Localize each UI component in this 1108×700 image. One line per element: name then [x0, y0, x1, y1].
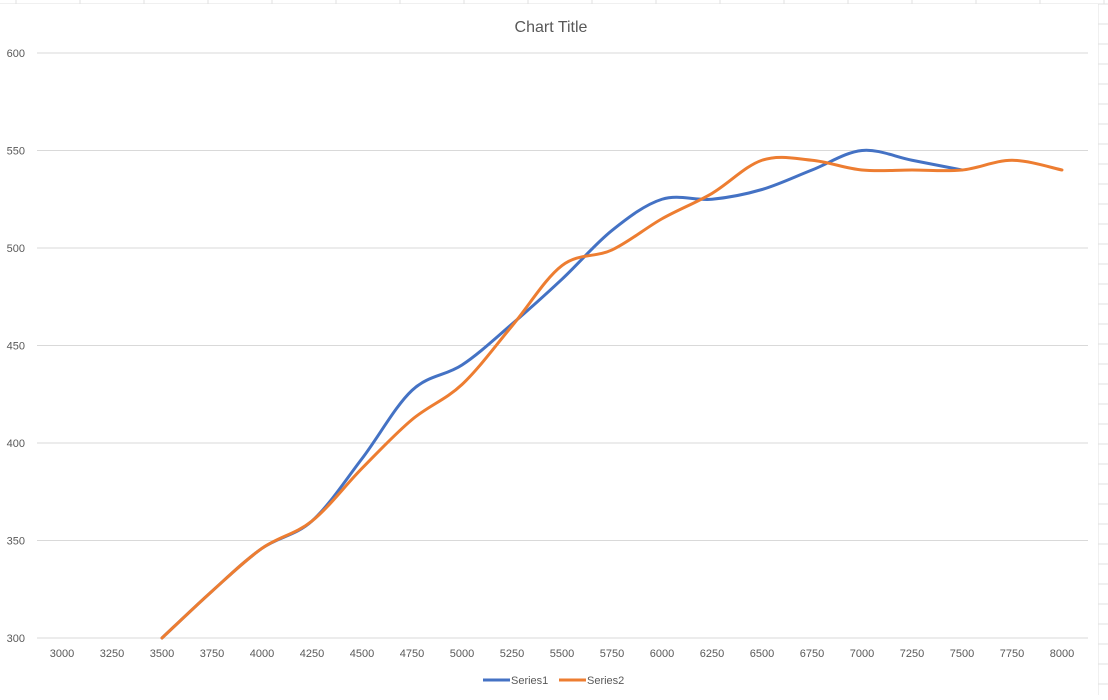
series-lines[interactable]	[160, 148, 1064, 640]
chart-title[interactable]: Chart Title	[515, 19, 588, 36]
y-tick-label: 600	[7, 48, 25, 60]
y-tick-label: 300	[7, 633, 25, 645]
x-tick-label: 3250	[100, 648, 124, 660]
legend[interactable]: Series1 Series2	[483, 675, 624, 687]
y-gridlines	[37, 52, 1088, 639]
x-tick-label: 4500	[350, 648, 374, 660]
x-tick-label: 3750	[200, 648, 224, 660]
x-tick-label: 7500	[950, 648, 974, 660]
x-tick-label: 6750	[800, 648, 824, 660]
y-tick-label: 450	[7, 341, 25, 353]
y-tick-label: 350	[7, 536, 25, 548]
x-tick-label: 8000	[1050, 648, 1074, 660]
x-tick-label: 7250	[900, 648, 924, 660]
x-tick-label: 5000	[450, 648, 474, 660]
x-tick-label: 6500	[750, 648, 774, 660]
x-tick-label: 7750	[1000, 648, 1024, 660]
legend-item-series2[interactable]: Series2	[559, 675, 624, 687]
x-tick-label: 3000	[50, 648, 74, 660]
x-axis-tick-labels: 3000 3250 3500 3750 4000 4250 4500 4750 5000 5250…	[50, 648, 1074, 660]
x-tick-label: 7000	[850, 648, 874, 660]
legend-item-series1[interactable]: Series1	[483, 675, 548, 687]
x-tick-label: 5750	[600, 648, 624, 660]
y-tick-label: 550	[7, 146, 25, 158]
x-tick-label: 4250	[300, 648, 324, 660]
x-tick-label: 3500	[150, 648, 174, 660]
y-tick-label: 500	[7, 243, 25, 255]
x-tick-label: 4750	[400, 648, 424, 660]
legend-label: Series2	[587, 675, 624, 687]
x-tick-label: 5500	[550, 648, 574, 660]
series-line-series2[interactable]	[160, 155, 1064, 640]
x-tick-label: 5250	[500, 648, 524, 660]
x-tick-label: 4000	[250, 648, 274, 660]
y-axis-tick-labels: 300 350 400 450 500 550 600	[7, 48, 25, 645]
chart-background[interactable]	[0, 4, 1098, 695]
y-tick-label: 400	[7, 438, 25, 450]
x-tick-label: 6250	[700, 648, 724, 660]
legend-label: Series1	[511, 675, 548, 687]
x-tick-label: 6000	[650, 648, 674, 660]
